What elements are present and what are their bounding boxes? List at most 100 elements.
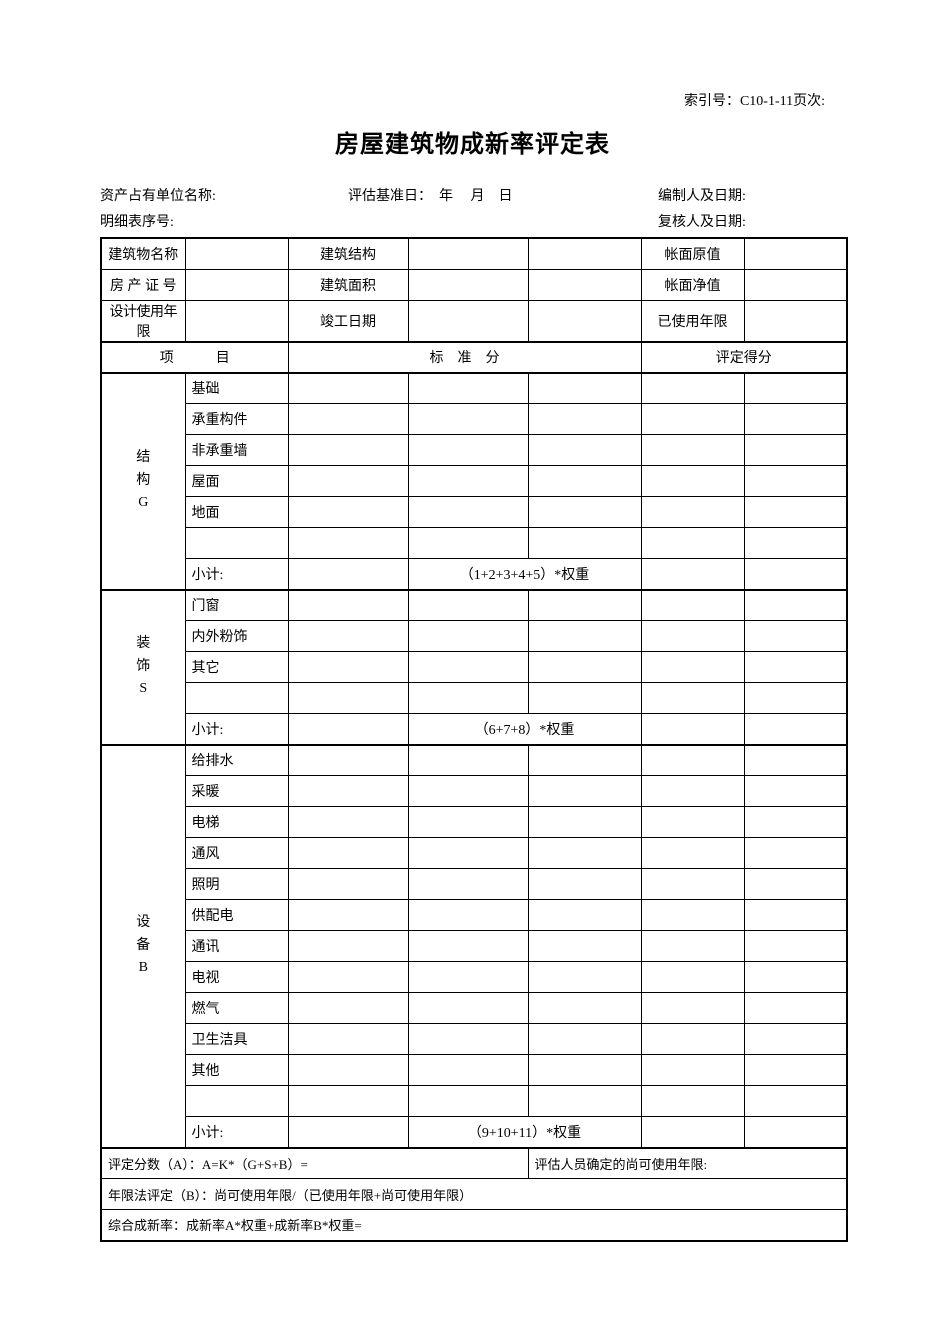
hdr-structure-val[interactable] [408, 238, 528, 269]
col-item: 项 目 [101, 342, 288, 373]
g-subtotal-formula: （1+2+3+4+5）*权重 [408, 559, 641, 590]
reviewer-label: 复核人及日期: [658, 211, 845, 231]
hdr-cert-no-val[interactable] [185, 269, 288, 300]
s-row: 内外粉饰 [101, 621, 847, 652]
group-g-label: 结 构 G [101, 373, 185, 590]
hdr-row-1: 建筑物名称 建筑结构 帐面原值 [101, 238, 847, 269]
col-std: 标 准 分 [288, 342, 641, 373]
b-row: 卫生洁具 [101, 1024, 847, 1055]
hdr-gap-1 [528, 238, 641, 269]
s-subtotal-label: 小计: [185, 714, 288, 745]
s-item-3: 其它 [185, 652, 288, 683]
b-subtotal-row: 小计: （9+10+11）*权重 [101, 1117, 847, 1148]
asset-unit-label: 资产占有单位名称: [100, 185, 348, 205]
g-std-1c[interactable] [528, 373, 641, 404]
s-item-1: 门窗 [185, 590, 288, 621]
b-row: 照明 [101, 869, 847, 900]
document-page: 索引号：C10-1-11页次: 房屋建筑物成新率评定表 资产占有单位名称: 评估… [0, 0, 945, 1302]
footer-row-1: 评定分数（A）：A=K*（G+S+B）= 评估人员确定的尚可使用年限: [101, 1148, 847, 1179]
b-item-2: 采暖 [185, 776, 288, 807]
b-subtotal-formula: （9+10+11）*权重 [408, 1117, 641, 1148]
hdr-row-2: 房 产 证 号 建筑面积 帐面净值 [101, 269, 847, 300]
g-score-1b[interactable] [744, 373, 847, 404]
info-row-2: 明细表序号: 复核人及日期: [100, 211, 845, 231]
g-subtotal-label: 小计: [185, 559, 288, 590]
b-item-4: 通风 [185, 838, 288, 869]
b-row: 其他 [101, 1055, 847, 1086]
s-subtotal-row: 小计: （6+7+8）*权重 [101, 714, 847, 745]
hdr-completion-val[interactable] [408, 300, 528, 342]
b-item-8: 电视 [185, 962, 288, 993]
hdr-used-years: 已使用年限 [641, 300, 744, 342]
b-subtotal-label: 小计: [185, 1117, 288, 1148]
hdr-row-3: 设计使用年限 竣工日期 已使用年限 [101, 300, 847, 342]
hdr-design-life-val[interactable] [185, 300, 288, 342]
hdr-gap-3 [528, 300, 641, 342]
g-item-4: 屋面 [185, 466, 288, 497]
b-item-11: 其他 [185, 1055, 288, 1086]
s-subtotal-formula: （6+7+8）*权重 [408, 714, 641, 745]
b-row: 采暖 [101, 776, 847, 807]
hdr-book-original: 帐面原值 [641, 238, 744, 269]
footer-1-right: 评估人员确定的尚可使用年限: [528, 1148, 847, 1179]
b-row: 电梯 [101, 807, 847, 838]
s-row: 其它 [101, 652, 847, 683]
hdr-book-original-val[interactable] [744, 238, 847, 269]
g-item-6 [185, 528, 288, 559]
footer-1-left: 评定分数（A）：A=K*（G+S+B）= [101, 1148, 528, 1179]
b-row: 电视 [101, 962, 847, 993]
hdr-area: 建筑面积 [288, 269, 408, 300]
group-s-label: 装 饰 S [101, 590, 185, 745]
g-std-1b[interactable] [408, 373, 528, 404]
hdr-area-val[interactable] [408, 269, 528, 300]
g-item-5: 地面 [185, 497, 288, 528]
g-std-1a[interactable] [288, 373, 408, 404]
b-row [101, 1086, 847, 1117]
col-header-row: 项 目 标 准 分 评定得分 [101, 342, 847, 373]
g-row: 地面 [101, 497, 847, 528]
g-row: 非承重墙 [101, 435, 847, 466]
b-item-12 [185, 1086, 288, 1117]
g-score-1a[interactable] [641, 373, 744, 404]
b-item-3: 电梯 [185, 807, 288, 838]
col-score: 评定得分 [641, 342, 847, 373]
info-row-1: 资产占有单位名称: 评估基准日： 年 月 日 编制人及日期: [100, 185, 845, 205]
hdr-building-name-val[interactable] [185, 238, 288, 269]
footer-2: 年限法评定（B）：尚可使用年限/（已使用年限+尚可使用年限） [101, 1179, 847, 1210]
hdr-completion: 竣工日期 [288, 300, 408, 342]
index-value: C10-1-11页次: [740, 94, 825, 109]
hdr-book-net: 帐面净值 [641, 269, 744, 300]
detail-seq-label: 明细表序号: [100, 211, 348, 231]
hdr-book-net-val[interactable] [744, 269, 847, 300]
hdr-design-life: 设计使用年限 [101, 300, 185, 342]
b-row: 设 备 B 给排水 [101, 745, 847, 776]
hdr-cert-no: 房 产 证 号 [101, 269, 185, 300]
g-row: 屋面 [101, 466, 847, 497]
b-item-6: 供配电 [185, 900, 288, 931]
footer-3: 综合成新率：成新率A*权重+成新率B*权重= [101, 1210, 847, 1241]
g-row: 承重构件 [101, 404, 847, 435]
g-row: 结 构 G 基础 [101, 373, 847, 404]
g-subtotal-row: 小计: （1+2+3+4+5）*权重 [101, 559, 847, 590]
b-row: 通讯 [101, 931, 847, 962]
base-date-label: 评估基准日： 年 月 日 [348, 185, 658, 205]
b-item-7: 通讯 [185, 931, 288, 962]
g-item-1: 基础 [185, 373, 288, 404]
s-row [101, 683, 847, 714]
s-item-4 [185, 683, 288, 714]
b-item-5: 照明 [185, 869, 288, 900]
b-row: 通风 [101, 838, 847, 869]
g-item-2: 承重构件 [185, 404, 288, 435]
footer-row-2: 年限法评定（B）：尚可使用年限/（已使用年限+尚可使用年限） [101, 1179, 847, 1210]
hdr-gap-2 [528, 269, 641, 300]
b-item-10: 卫生洁具 [185, 1024, 288, 1055]
preparer-label: 编制人及日期: [658, 185, 845, 205]
hdr-used-years-val[interactable] [744, 300, 847, 342]
group-b-label: 设 备 B [101, 745, 185, 1148]
s-row: 装 饰 S 门窗 [101, 590, 847, 621]
s-item-2: 内外粉饰 [185, 621, 288, 652]
main-table: 建筑物名称 建筑结构 帐面原值 房 产 证 号 建筑面积 帐面净值 设计使用年限… [100, 237, 848, 1242]
b-row: 燃气 [101, 993, 847, 1024]
index-label: 索引号： [684, 94, 740, 109]
hdr-building-name: 建筑物名称 [101, 238, 185, 269]
